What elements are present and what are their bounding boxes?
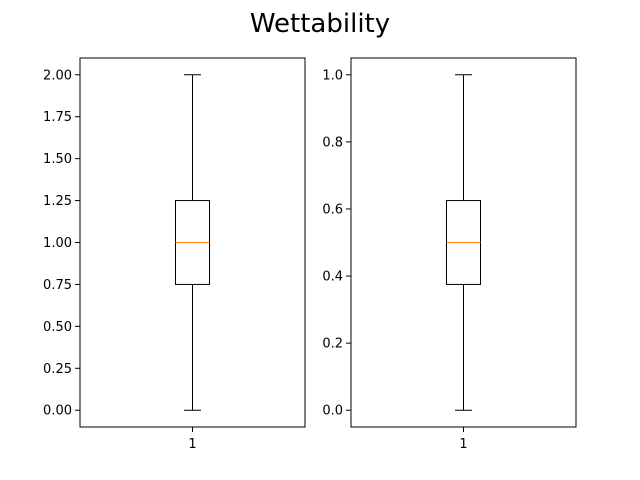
y-tick-label: 0.2 <box>322 337 343 352</box>
x-tick-label: 1 <box>188 437 196 452</box>
y-tick-label: 0.6 <box>322 202 343 217</box>
y-tick-label: 0.8 <box>322 135 343 150</box>
y-tick-label: 0.00 <box>43 404 72 419</box>
subplots: 0.000.250.500.751.001.251.501.752.0010.0… <box>43 57 577 452</box>
subplot-2: 0.0 0.2 0.4 0.6 0.8 1.0 1 <box>322 57 577 452</box>
y-tick-label: 1.75 <box>43 110 72 125</box>
y-tick-label: 1.25 <box>43 194 72 209</box>
y-tick-label: 0.75 <box>43 278 72 293</box>
subplot-1: 0.00 0.25 0.50 0.75 1.00 1.25 1.50 1.75 2.00 1 <box>43 57 306 452</box>
x-tick-label: 1 <box>459 437 467 452</box>
y-tick-label: 0.4 <box>322 270 343 285</box>
y-tick-label: 1.50 <box>43 152 72 167</box>
y-tick-label: 0.25 <box>43 362 72 377</box>
y-tick-label: 1.00 <box>43 236 72 251</box>
y-tick-label: 1.0 <box>322 68 343 83</box>
y-tick-label: 0.0 <box>322 404 343 419</box>
y-tick-label: 0.50 <box>43 320 72 335</box>
y-tick-label: 2.00 <box>43 68 72 83</box>
figure-title: Wettability <box>250 9 390 39</box>
